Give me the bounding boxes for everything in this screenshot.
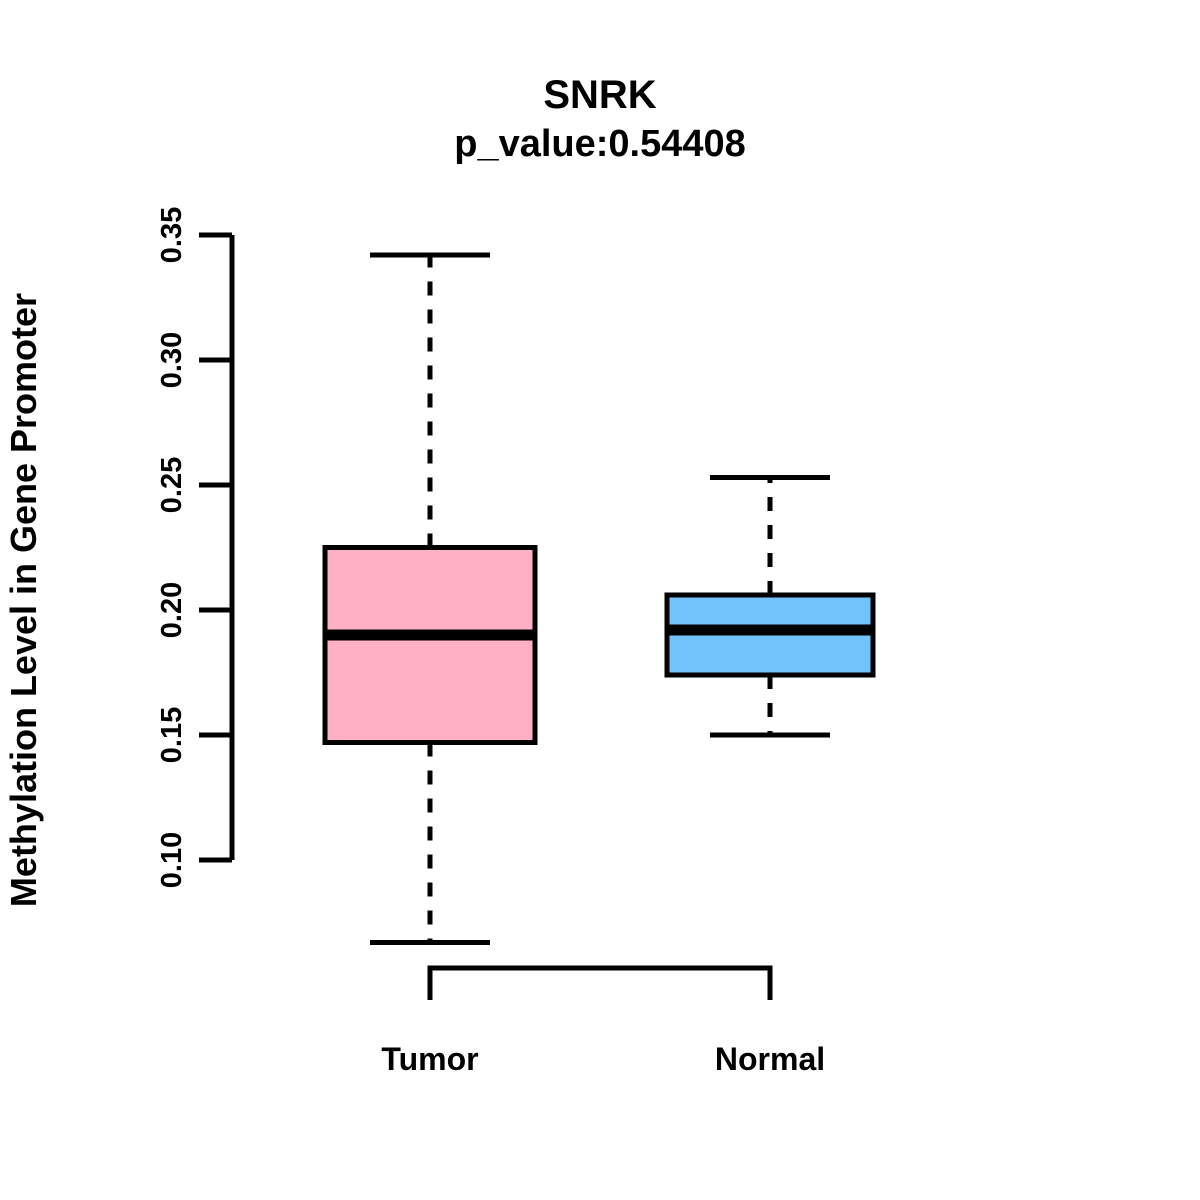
boxplot-box-normal[interactable] <box>664 475 876 738</box>
x-axis: Tumor Normal <box>381 965 825 1077</box>
y-axis-tick-label: 0.35 <box>156 207 188 263</box>
page-title: SNRK <box>543 73 656 117</box>
box-series <box>322 252 876 945</box>
plot-subtitle: p_value:0.54408 <box>454 123 746 165</box>
y-axis-tick-label: 0.15 <box>156 707 188 763</box>
y-axis-title: Methylation Level in Gene Promoter <box>3 293 44 907</box>
iqr-box[interactable] <box>322 545 538 745</box>
boxplot-box-tumor[interactable] <box>322 252 538 945</box>
y-axis-tick-label: 0.20 <box>156 582 188 638</box>
y-axis-tick-label: 0.30 <box>156 332 188 388</box>
y-axis-tick-label: 0.25 <box>156 457 188 513</box>
x-axis-label-tumor: Tumor <box>381 1041 478 1077</box>
x-axis-label-normal: Normal <box>715 1041 825 1077</box>
y-axis-tick-label: 0.10 <box>156 832 188 888</box>
y-axis: 0.10 0.15 0.20 0.25 0.30 0.35 <box>156 207 235 888</box>
x-axis-line <box>427 965 773 1000</box>
